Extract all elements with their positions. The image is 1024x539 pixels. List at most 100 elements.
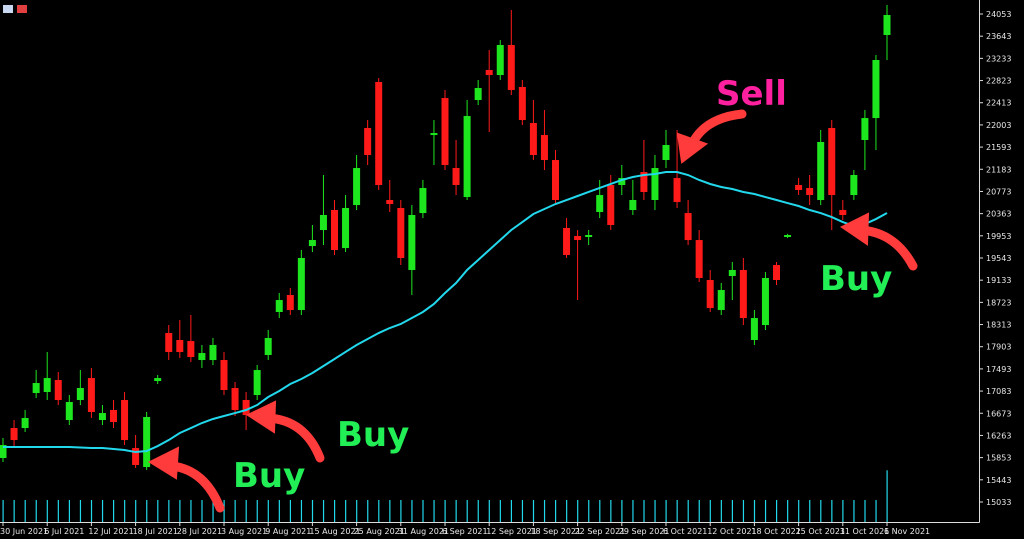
volume-bar (753, 500, 756, 522)
volume-bar (345, 500, 347, 522)
volume-bar (411, 500, 413, 522)
volume-bar (378, 500, 380, 522)
candle-body (861, 118, 869, 141)
candle-body (187, 341, 195, 357)
candle-body (717, 290, 725, 310)
volume-bar (113, 500, 115, 522)
candle-body (618, 178, 626, 186)
volume-bar (35, 500, 37, 522)
y-tick-label: 24053 (986, 10, 1011, 19)
volume-bar (356, 500, 358, 522)
y-tick-label: 21593 (986, 143, 1011, 152)
candle-body (231, 387, 239, 411)
volume-bar (532, 500, 535, 522)
candle-body (585, 235, 593, 238)
volume-bar (157, 500, 159, 522)
volume-bar (201, 500, 203, 522)
x-tick-label: 12 Oct 2021 (707, 527, 756, 536)
x-tick-label: 6 Nov 2021 (884, 527, 930, 536)
volume-bar (742, 500, 745, 522)
candle-body (0, 445, 7, 459)
candle-body (828, 127, 836, 196)
volume-bar (588, 500, 590, 522)
y-tick-label: 15443 (986, 476, 1011, 485)
arrow-head (676, 132, 709, 164)
candle-body (441, 98, 449, 166)
x-tick-label: 18 Oct 2021 (751, 527, 800, 536)
x-tick-label: 6 Jul 2021 (44, 527, 84, 536)
volume-bar (787, 500, 789, 522)
volume-bar (334, 500, 336, 522)
candle-body (331, 210, 338, 250)
y-tick-label: 19133 (986, 276, 1011, 285)
x-tick-label: 6 Oct 2021 (663, 527, 707, 536)
x-tick-label: 31 Aug 2021 (398, 527, 449, 536)
candle-body (132, 448, 140, 466)
candle-body (739, 270, 747, 319)
candle-body (850, 175, 858, 196)
candle-body (297, 257, 305, 310)
candle-body (308, 240, 316, 247)
volume-bar (57, 500, 59, 522)
candle-body (452, 168, 460, 186)
candle-body (220, 360, 228, 390)
candle-body (728, 270, 736, 277)
volume-bar (466, 500, 468, 522)
volume-bar (621, 500, 623, 522)
candle-body (176, 340, 184, 353)
y-tick-label: 22413 (986, 99, 1011, 108)
y-tick-label: 23643 (986, 32, 1011, 41)
y-tick-label: 18723 (986, 298, 1011, 307)
volume-bar (499, 500, 501, 522)
candle-body (883, 14, 891, 36)
candle-body (198, 353, 206, 361)
volume-bar (245, 500, 247, 522)
volume-bar (455, 500, 457, 522)
x-tick-label: 22 Sep 2021 (575, 527, 626, 536)
candle-body (110, 410, 117, 423)
candle-body (507, 45, 515, 91)
candle-body (463, 115, 471, 198)
volume-bar (135, 500, 137, 522)
volume-bar (400, 500, 402, 522)
arrow-head (840, 212, 870, 246)
volume-bar (886, 470, 888, 522)
x-tick-label: 12 Sep 2021 (486, 527, 537, 536)
candle-body (65, 402, 73, 421)
volume-bar (46, 500, 48, 522)
volume-bar (820, 500, 822, 522)
candle-body (43, 378, 51, 393)
volume-bar (267, 500, 269, 522)
x-tick-label: 12 Jul 2021 (88, 527, 133, 536)
candle-body (364, 127, 372, 155)
candle-body (154, 378, 162, 382)
volume-bar (278, 500, 280, 522)
volume-bar (654, 500, 656, 522)
volume-bar (367, 500, 369, 522)
candle-body (496, 45, 504, 76)
candle-body (419, 187, 427, 214)
candle-body (474, 88, 482, 101)
volume-bar (643, 500, 645, 522)
candle-body (684, 213, 692, 241)
annotation: Buy (233, 456, 305, 496)
candle-body (552, 160, 559, 201)
candle-body (10, 428, 18, 441)
arrow-head (147, 446, 180, 480)
volume-bar (488, 500, 490, 522)
volume-bar (610, 500, 612, 522)
volume-bar (389, 500, 391, 522)
annotation: Buy (337, 415, 409, 455)
y-tick-label: 22003 (986, 121, 1011, 130)
volume-bar (521, 500, 524, 522)
volume-bar (124, 500, 126, 522)
volume-bar (13, 500, 15, 522)
candle-body (773, 265, 780, 281)
candle-body (872, 59, 880, 119)
volume-bar (289, 500, 291, 522)
header-icons (3, 5, 27, 13)
volume-bar (234, 500, 236, 522)
x-tick-label: 9 Aug 2021 (265, 527, 311, 536)
x-tick-label: 6 Sep 2021 (442, 527, 488, 536)
